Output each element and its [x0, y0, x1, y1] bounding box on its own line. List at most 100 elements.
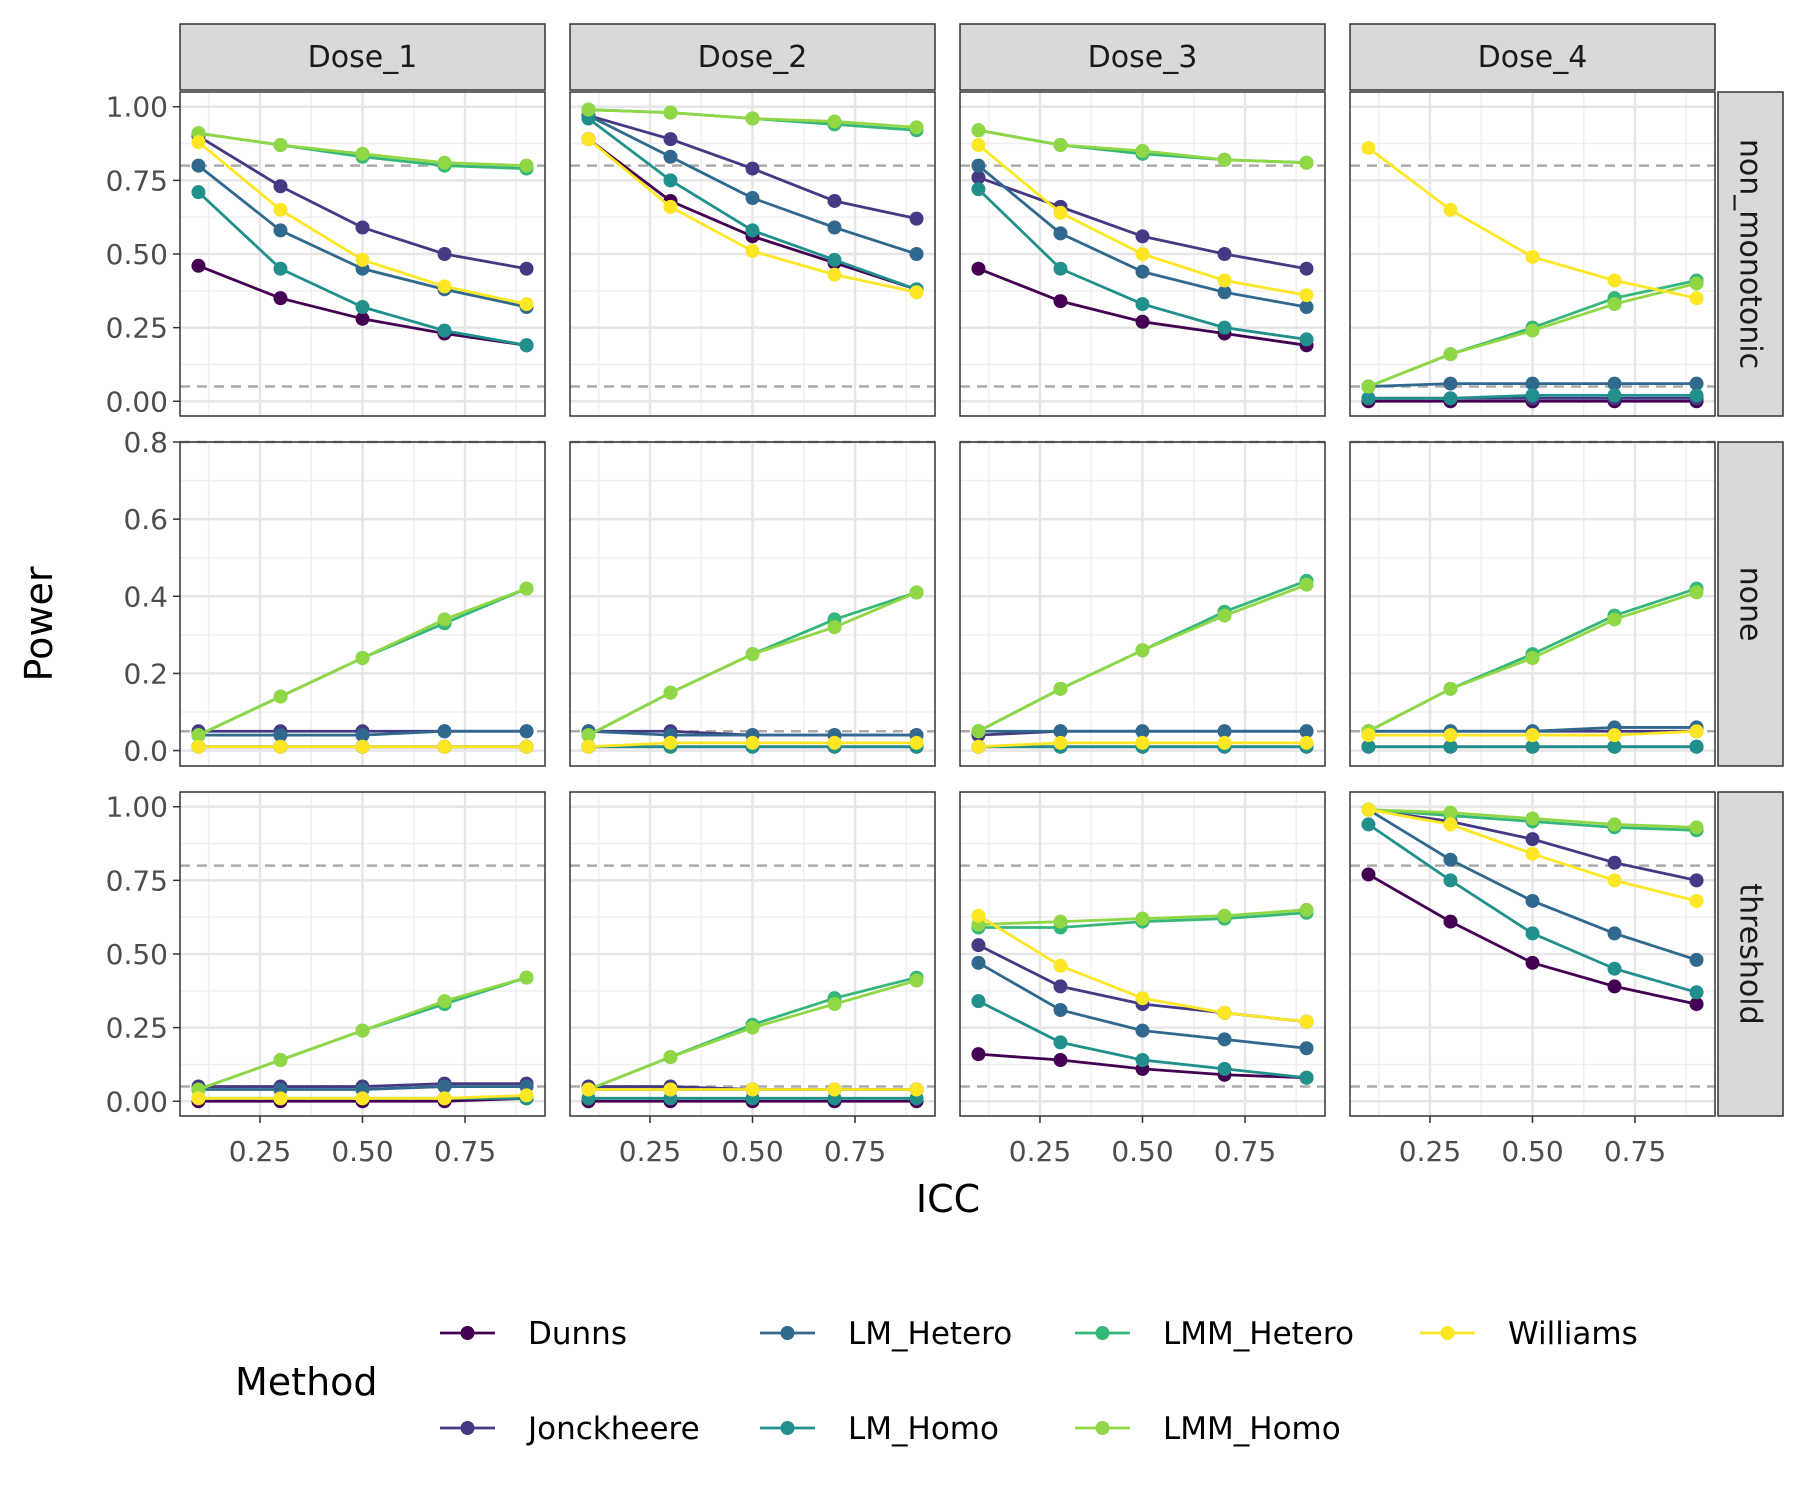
series-point-williams	[909, 285, 924, 300]
series-point-lmm-homo	[437, 994, 452, 1009]
series-point-lmm-homo	[663, 1050, 678, 1065]
series-point-lmm-homo	[355, 1023, 370, 1038]
series-point-williams	[191, 1091, 206, 1106]
series-point-lm-homo	[1135, 1053, 1150, 1068]
series-point-williams	[273, 739, 288, 754]
series-point-lm-homo	[1689, 985, 1704, 1000]
series-point-lmm-homo	[1361, 379, 1376, 394]
strip-label-dose-2: Dose_2	[698, 40, 808, 75]
series-point-williams	[1443, 817, 1458, 832]
series-point-lm-hetero	[1217, 285, 1232, 300]
series-point-lm-homo	[1607, 388, 1622, 403]
panel-border	[959, 91, 1326, 417]
series-point-dunns	[1361, 867, 1376, 882]
series-point-lm-homo	[827, 252, 842, 267]
series-point-lm-homo	[1607, 739, 1622, 754]
y-tick-label: 0.8	[123, 426, 168, 459]
series-point-williams	[1217, 273, 1232, 288]
x-tick-label: 0.75	[1604, 1135, 1666, 1168]
series-point-jonckheere	[663, 132, 678, 147]
series-point-lmm-homo	[273, 138, 288, 153]
legend-label-jonckheere: Jonckheere	[526, 1411, 700, 1447]
series-point-lm-hetero	[745, 191, 760, 206]
series-point-lmm-homo	[581, 728, 596, 743]
series-point-williams	[1689, 893, 1704, 908]
series-point-lm-hetero	[827, 220, 842, 235]
series-point-jonckheere	[1053, 979, 1068, 994]
series-point-lm-hetero	[1299, 724, 1314, 739]
panel-threshold-dose-4: 0.25 0.50 0.75	[1349, 791, 1716, 1168]
series-point-lm-homo	[1299, 332, 1314, 347]
panel-threshold-dose-1: 0.00 0.25 0.50 0.75 1.00 0.25 0.50 0.75	[106, 791, 546, 1168]
strip-dose-4	[1349, 23, 1716, 91]
y-tick-label: 0.75	[106, 864, 168, 897]
series-point-williams	[663, 1082, 678, 1097]
series-point-lm-homo	[1525, 388, 1540, 403]
panel-non-monotonic-dose-3	[959, 91, 1326, 417]
y-tick-label: 0.2	[123, 657, 168, 690]
legend-key-point	[460, 1326, 475, 1340]
x-tick-label: 0.75	[434, 1135, 496, 1168]
y-tick-label: 0.25	[106, 1012, 168, 1045]
series-point-lmm-homo	[745, 647, 760, 662]
series-point-lm-homo	[1217, 320, 1232, 335]
series-point-lm-hetero	[191, 158, 206, 173]
series-point-lm-homo	[1053, 261, 1068, 276]
panel-non-monotonic-dose-2	[569, 91, 936, 417]
series-point-lm-homo	[663, 173, 678, 188]
series-point-lm-hetero	[1443, 852, 1458, 867]
series-point-williams	[1525, 728, 1540, 743]
series-point-williams	[971, 138, 986, 153]
series-point-lmm-homo	[1607, 612, 1622, 627]
series-point-jonckheere	[827, 193, 842, 208]
series-point-lmm-homo	[827, 114, 842, 129]
series-point-lmm-homo	[745, 111, 760, 126]
series-point-lm-hetero	[1689, 376, 1704, 391]
series-point-williams	[745, 244, 760, 259]
legend-item-lm-homo: LM_Homo	[760, 1411, 999, 1447]
series-point-jonckheere	[745, 161, 760, 176]
strip-label-non-monotonic: non_monotonic	[1733, 139, 1768, 369]
strip-label-dose-3: Dose_3	[1088, 40, 1198, 75]
legend-label-lmm-homo: LMM_Homo	[1163, 1411, 1341, 1447]
series-point-lmm-homo	[1443, 681, 1458, 696]
series-point-lmm-homo	[663, 105, 678, 120]
series-point-lmm-homo	[909, 973, 924, 988]
series-point-dunns	[1443, 914, 1458, 929]
series-point-lm-hetero	[1217, 1032, 1232, 1047]
series-point-lmm-homo	[1217, 908, 1232, 923]
series-point-williams	[1053, 958, 1068, 973]
series-point-lm-homo	[1443, 873, 1458, 888]
strip-label-dose-1: Dose_1	[308, 40, 418, 75]
y-tick-label: 0.75	[106, 164, 168, 197]
series-point-jonckheere	[437, 247, 452, 261]
series-point-lm-hetero	[273, 728, 288, 743]
series-point-williams	[1525, 249, 1540, 264]
series-point-williams	[1361, 728, 1376, 743]
series-point-lm-homo	[1217, 1061, 1232, 1076]
legend-key-point	[780, 1421, 795, 1435]
y-tick-label: 0.50	[106, 938, 168, 971]
x-tick-label: 0.50	[721, 1135, 783, 1168]
legend-label-lmm-hetero: LMM_Hetero	[1163, 1316, 1354, 1352]
series-point-dunns	[1525, 955, 1540, 970]
strip-label-dose-4: Dose_4	[1478, 40, 1588, 75]
series-point-lm-homo	[437, 323, 452, 338]
series-point-lmm-homo	[519, 970, 534, 985]
series-point-williams	[581, 1082, 596, 1097]
series-point-lm-hetero	[1053, 724, 1068, 739]
series-point-lm-hetero	[1053, 226, 1068, 241]
series-point-williams	[1053, 205, 1068, 220]
series-point-lmm-homo	[1053, 914, 1068, 929]
panel-non-monotonic-dose-4	[1349, 91, 1716, 417]
series-point-williams	[745, 1082, 760, 1097]
series-point-lmm-homo	[1217, 152, 1232, 167]
series-point-lm-homo	[1525, 926, 1540, 941]
x-tick-label: 0.75	[1214, 1135, 1276, 1168]
series-point-lmm-homo	[1607, 297, 1622, 312]
y-tick-label: 0.25	[106, 312, 168, 345]
legend-item-lmm-hetero: LMM_Hetero	[1075, 1316, 1354, 1352]
series-point-williams	[355, 1091, 370, 1106]
series-point-williams	[519, 739, 534, 754]
series-point-lmm-homo	[909, 120, 924, 135]
